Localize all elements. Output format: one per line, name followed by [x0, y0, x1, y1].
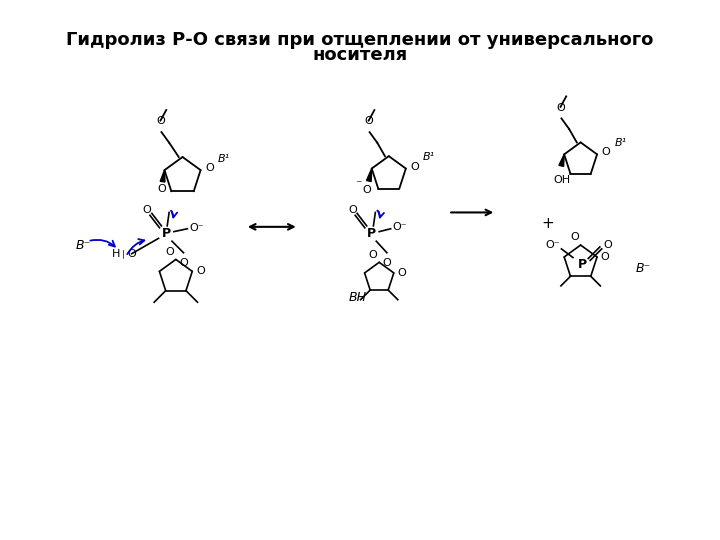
Text: B¹: B¹: [218, 153, 230, 164]
Text: O: O: [397, 268, 406, 278]
Text: O: O: [382, 259, 391, 268]
Text: O: O: [369, 249, 377, 260]
Polygon shape: [161, 170, 165, 182]
Text: O: O: [603, 240, 613, 250]
Text: O: O: [602, 147, 611, 158]
Text: O: O: [165, 247, 174, 257]
Text: B¹: B¹: [423, 152, 435, 162]
Text: носителя: носителя: [312, 46, 408, 64]
Text: O: O: [348, 205, 356, 214]
Text: O: O: [556, 103, 565, 113]
Polygon shape: [559, 154, 564, 166]
Text: O: O: [157, 184, 166, 194]
Text: O: O: [127, 249, 135, 259]
Text: B¹: B¹: [614, 138, 626, 148]
Text: O: O: [363, 185, 372, 194]
Text: +: +: [541, 217, 554, 232]
Text: O: O: [156, 116, 165, 126]
Text: H: H: [112, 249, 120, 259]
Text: O: O: [410, 161, 419, 172]
Text: BH: BH: [349, 291, 367, 304]
Text: OH: OH: [554, 176, 571, 185]
Text: O⁻: O⁻: [545, 240, 559, 250]
Text: Гидролиз Р-О связи при отщеплении от универсального: Гидролиз Р-О связи при отщеплении от уни…: [66, 31, 654, 49]
Polygon shape: [366, 168, 372, 181]
Text: B⁻: B⁻: [635, 261, 651, 274]
Text: O: O: [601, 252, 610, 262]
Text: P: P: [367, 227, 376, 240]
Text: O: O: [143, 205, 151, 214]
Text: B⁻: B⁻: [76, 239, 91, 252]
Text: O: O: [179, 259, 188, 268]
Text: O: O: [196, 266, 205, 276]
Text: O: O: [570, 232, 579, 242]
Text: O⁻: O⁻: [392, 222, 408, 232]
Text: P: P: [578, 258, 587, 271]
Text: O: O: [205, 163, 214, 173]
Text: ⁻: ⁻: [355, 178, 361, 191]
Text: O: O: [364, 117, 373, 126]
Text: P: P: [162, 227, 171, 240]
Text: O⁻: O⁻: [189, 223, 204, 233]
